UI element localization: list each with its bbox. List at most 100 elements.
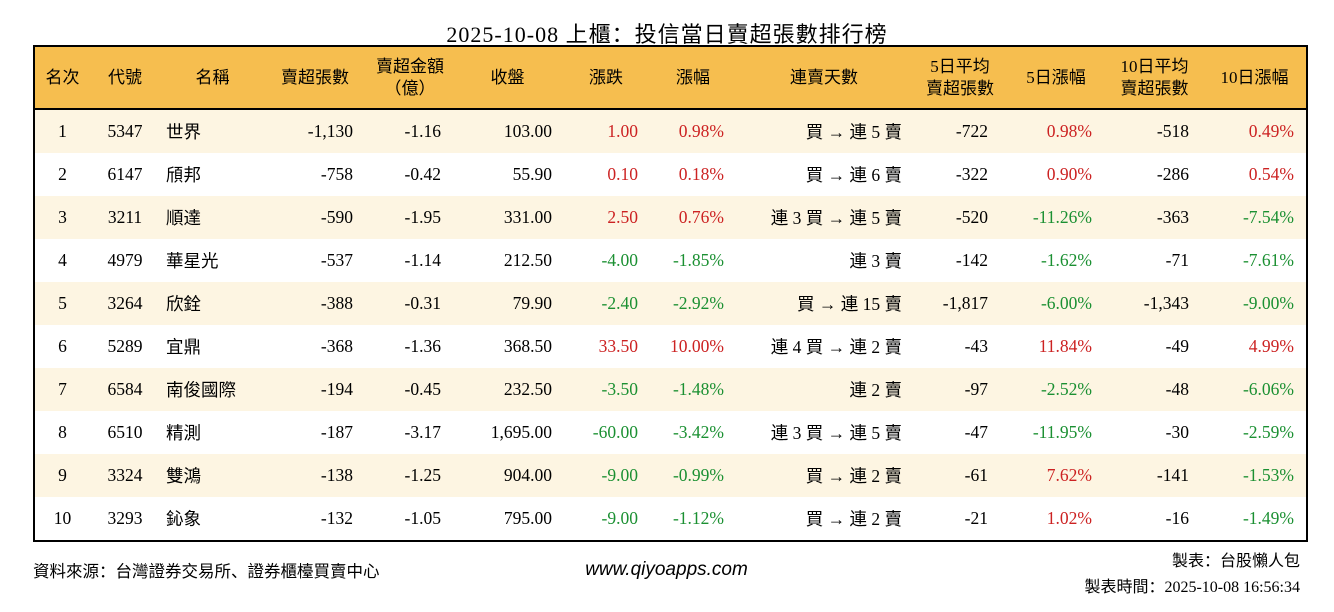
cell-pct5: 11.84% [1038, 336, 1092, 356]
cell-rank: 10 [53, 508, 72, 528]
cell-code: 3324 [107, 465, 143, 485]
table-row: 3 3211 順達 -590 -1.95 331.00 2.50 0.76% 連 3 買 → 連… [34, 196, 1307, 239]
cell-change: -9.00 [601, 508, 638, 528]
cell-net_sell: -537 [320, 250, 353, 270]
cell-net_sell: -1,130 [307, 121, 353, 141]
cell-avg10: -1,343 [1143, 293, 1189, 313]
footer-site-url: www.qiyoapps.com [585, 559, 748, 580]
col-header-pct5: 5日漲幅 [1006, 46, 1106, 110]
col-header-avg10: 10日平均 賣超張數 [1106, 46, 1203, 110]
cell-pct5: -11.26% [1032, 207, 1092, 227]
cell-avg10: -363 [1156, 207, 1189, 227]
cell-avg10: -16 [1165, 508, 1189, 528]
cell-pct5: 0.90% [1046, 164, 1092, 184]
cell-net_sell: -132 [320, 508, 353, 528]
cell-change_pct: -0.99% [672, 465, 724, 485]
cell-net_sell: -194 [320, 379, 353, 399]
cell-name: 頎邦 [166, 165, 201, 185]
cell-name: 雙鴻 [166, 466, 201, 486]
cell-streak: 連 3 買 → 連 5 賣 [770, 423, 902, 443]
cell-pct10: -1.53% [1242, 465, 1294, 485]
cell-change_pct: -3.42% [672, 422, 724, 442]
table-row: 2 6147 頎邦 -758 -0.42 55.90 0.10 0.18% 買 → 連 6 賣 -… [34, 153, 1307, 196]
cell-close: 331.00 [503, 207, 552, 227]
cell-rank: 7 [58, 379, 67, 399]
report-footer: 資料來源：台灣證券交易所、證券櫃檯買賣中心 www.qiyoapps.com 製… [33, 549, 1300, 600]
cell-sell_amount: -3.17 [404, 422, 441, 442]
cell-close: 795.00 [503, 508, 552, 528]
cell-name: 南俊國際 [166, 380, 236, 400]
table-row: 1 5347 世界 -1,130 -1.16 103.00 1.00 0.98% 買 → 連 5… [34, 109, 1307, 153]
cell-avg5: -43 [964, 336, 988, 356]
cell-sell_amount: -1.95 [404, 207, 441, 227]
cell-avg5: -97 [964, 379, 988, 399]
table-row: 8 6510 精測 -187 -3.17 1,695.00 -60.00 -3.42% 連 3 … [34, 411, 1307, 454]
cell-avg10: -49 [1165, 336, 1189, 356]
cell-sell_amount: -0.42 [404, 164, 441, 184]
cell-pct5: 1.02% [1046, 508, 1092, 528]
cell-change: 33.50 [598, 336, 638, 356]
cell-avg5: -520 [955, 207, 988, 227]
footer-author: 製表：台股懶人包 [1171, 553, 1300, 570]
cell-streak: 連 3 買 → 連 5 賣 [770, 208, 902, 228]
table-row: 5 3264 欣銓 -388 -0.31 79.90 -2.40 -2.92% 買 → 連 15… [34, 282, 1307, 325]
table-row: 4 4979 華星光 -537 -1.14 212.50 -4.00 -1.85% 連 3 賣 -… [34, 239, 1307, 282]
cell-net_sell: -388 [320, 293, 353, 313]
cell-change_pct: -1.12% [672, 508, 724, 528]
cell-avg10: -48 [1165, 379, 1189, 399]
cell-pct10: -7.54% [1242, 207, 1294, 227]
cell-avg5: -722 [955, 121, 988, 141]
cell-streak: 買 → 連 15 賣 [797, 294, 902, 314]
cell-rank: 5 [58, 293, 67, 313]
cell-rank: 3 [58, 207, 67, 227]
cell-sell_amount: -1.16 [404, 121, 441, 141]
cell-close: 55.90 [512, 164, 552, 184]
cell-pct5: -11.95% [1032, 422, 1092, 442]
cell-rank: 1 [58, 121, 67, 141]
cell-streak: 買 → 連 6 賣 [805, 165, 902, 185]
table-row: 9 3324 雙鴻 -138 -1.25 904.00 -9.00 -0.99% 買 → 連 2… [34, 454, 1307, 497]
cell-sell_amount: -0.45 [404, 379, 441, 399]
cell-name: 精測 [166, 423, 201, 443]
cell-pct5: -2.52% [1040, 379, 1092, 399]
cell-close: 232.50 [503, 379, 552, 399]
cell-pct10: 4.99% [1248, 336, 1294, 356]
cell-change: 1.00 [607, 121, 638, 141]
cell-change_pct: 0.18% [678, 164, 724, 184]
cell-change_pct: -2.92% [672, 293, 724, 313]
cell-close: 212.50 [503, 250, 552, 270]
col-header-code: 代號 [90, 46, 160, 110]
cell-avg10: -286 [1156, 164, 1189, 184]
cell-pct10: 0.54% [1248, 164, 1294, 184]
table-header-row: 名次 代號 名稱 賣超張數 賣超金額 （億） 收盤 漲跌 漲幅 連賣天數 5日平均 賣超張數 5日漲… [34, 46, 1307, 110]
col-header-sell_amount: 賣超金額 （億） [365, 46, 455, 110]
cell-streak: 連 3 賣 [849, 251, 903, 271]
cell-avg5: -61 [964, 465, 988, 485]
cell-code: 4979 [107, 250, 143, 270]
cell-code: 3293 [107, 508, 143, 528]
col-header-streak: 連賣天數 [734, 46, 914, 110]
footer-source: 資料來源：台灣證券交易所、證券櫃檯買賣中心 [33, 562, 380, 581]
cell-name: 世界 [166, 122, 201, 142]
cell-pct10: -1.49% [1242, 508, 1294, 528]
cell-rank: 8 [58, 422, 67, 442]
cell-code: 3264 [107, 293, 143, 313]
table-row: 6 5289 宜鼎 -368 -1.36 368.50 33.50 10.00% 連 4 買 →… [34, 325, 1307, 368]
ranking-table: 名次 代號 名稱 賣超張數 賣超金額 （億） 收盤 漲跌 漲幅 連賣天數 5日平均 賣超張數 5日漲… [33, 45, 1308, 542]
footer-credits: 製表：台股懶人包 製表時間：2025-10-08 16:56:34 [748, 549, 1300, 600]
cell-net_sell: -590 [320, 207, 353, 227]
cell-name: 鈊象 [166, 509, 201, 529]
cell-net_sell: -758 [320, 164, 353, 184]
cell-pct5: 7.62% [1046, 465, 1092, 485]
footer-timestamp: 製表時間：2025-10-08 16:56:34 [1084, 578, 1300, 596]
cell-pct10: -2.59% [1242, 422, 1294, 442]
cell-code: 5289 [107, 336, 143, 356]
cell-change: -60.00 [592, 422, 638, 442]
cell-avg5: -1,817 [942, 293, 988, 313]
table-row: 10 3293 鈊象 -132 -1.05 795.00 -9.00 -1.12% 買 → 連 … [34, 497, 1307, 541]
cell-close: 1,695.00 [490, 422, 552, 442]
cell-avg10: -71 [1165, 250, 1189, 270]
col-header-rank: 名次 [34, 46, 90, 110]
cell-sell_amount: -1.05 [404, 508, 441, 528]
cell-rank: 4 [58, 250, 67, 270]
